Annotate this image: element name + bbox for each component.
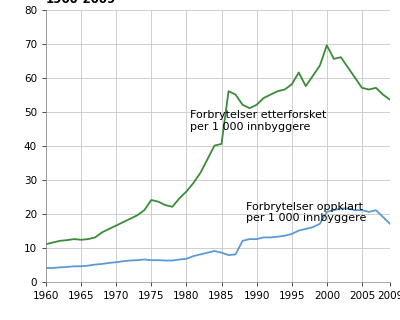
Text: Forbrytelser oppklart
per 1 000 innbyggere: Forbrytelser oppklart per 1 000 innbygge… <box>246 202 366 223</box>
Text: Etterforskede og oppklarte forbrytelser per 1 000 innbyggere.
1960-2009: Etterforskede og oppklarte forbrytelser … <box>46 0 400 6</box>
Text: Forbrytelser etterforsket
per 1 000 innbyggere: Forbrytelser etterforsket per 1 000 innb… <box>190 110 326 132</box>
